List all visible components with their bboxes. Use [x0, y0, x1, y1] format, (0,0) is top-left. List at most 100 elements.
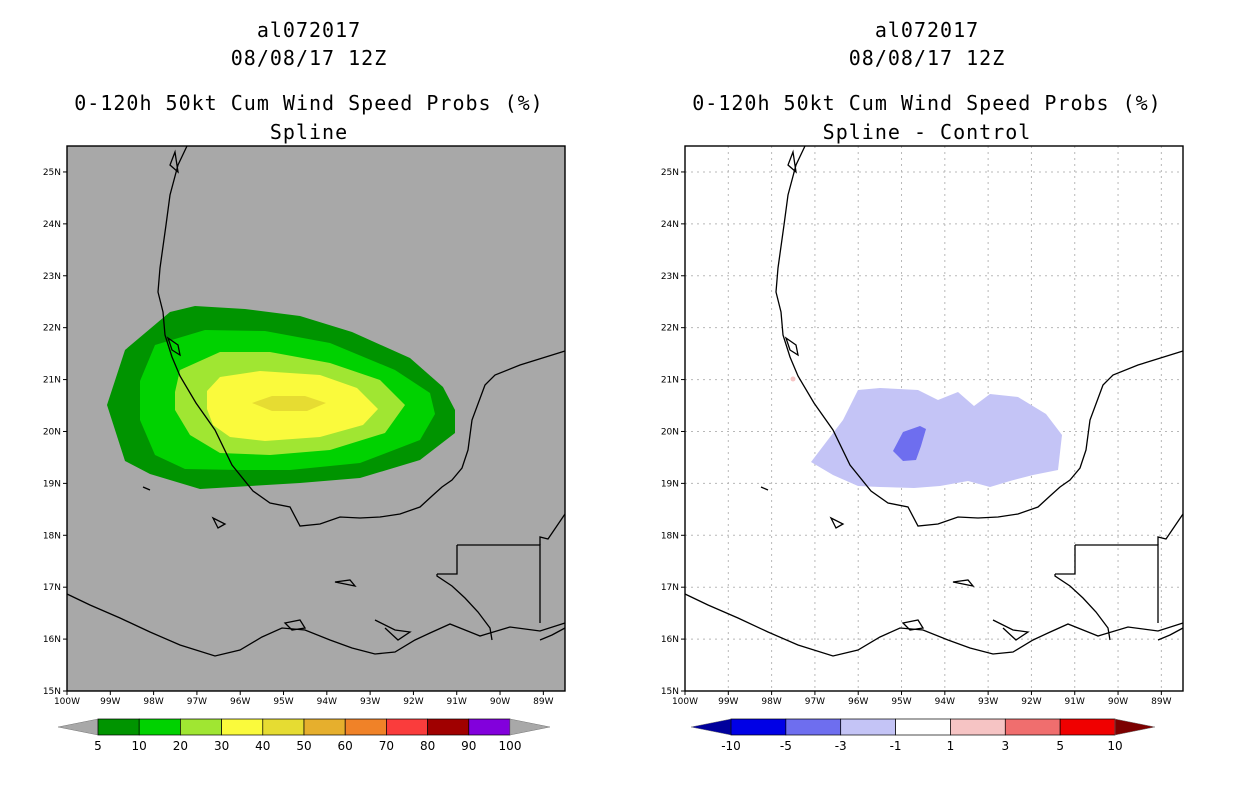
lon-tick-label: 99W — [100, 697, 120, 707]
colorbar-label: 50 — [296, 739, 311, 753]
lon-tick-label: 95W — [273, 697, 293, 707]
colorbar-segment — [180, 718, 222, 736]
colorbar-segment — [221, 718, 264, 736]
colorbar-segment — [785, 718, 842, 736]
lat-tick-label: 18N — [43, 531, 61, 541]
prob-contour-40 — [252, 396, 326, 411]
storm-id: al072017 — [256, 18, 362, 42]
datetime: 08/08/17 12Z — [230, 46, 388, 70]
lon-tick-label: 94W — [935, 697, 955, 707]
storm-id: al072017 — [874, 18, 980, 42]
lat-tick-label: 25N — [43, 168, 61, 178]
panel-spline: al072017 08/08/17 12Z 0-120h 50kt Cum Wi… — [43, 18, 566, 753]
diff-contour-minus-3 — [893, 426, 926, 461]
colorbar-label: 10 — [132, 739, 147, 753]
lat-tick-label: 16N — [43, 635, 61, 645]
colorbar-label: 10 — [1107, 739, 1122, 753]
lat-tick-label: 15N — [661, 687, 679, 697]
colorbar-segment — [344, 718, 387, 736]
colorbar-under-triangle — [57, 718, 99, 736]
colorbar-segment — [303, 718, 346, 736]
colorbar-label: 80 — [420, 739, 435, 753]
colorbar-under-triangle — [690, 718, 732, 736]
panel-subtitle: Spline - Control — [822, 120, 1032, 144]
colorbar-segment — [386, 718, 428, 736]
lon-tick-label: 97W — [805, 697, 825, 707]
product-title: 0-120h 50kt Cum Wind Speed Probs (%) — [692, 91, 1162, 115]
colorbar-segment — [840, 718, 896, 736]
colorbar-label: 100 — [499, 739, 522, 753]
colorbar-label: 60 — [338, 739, 353, 753]
colorbar-label: -1 — [890, 739, 902, 753]
lon-tick-label: 99W — [718, 697, 738, 707]
lat-tick-label: 16N — [661, 635, 679, 645]
colorbar-label: 20 — [173, 739, 188, 753]
colorbar-label: -3 — [835, 739, 847, 753]
coastline — [66, 145, 566, 657]
colorbar-segment — [468, 718, 511, 736]
colorbar-segment — [1004, 718, 1061, 736]
colorbar-over-triangle — [1114, 718, 1156, 736]
panel-subtitle: Spline — [269, 120, 349, 144]
lon-tick-label: 94W — [317, 697, 337, 707]
colorbar-label: 90 — [461, 739, 476, 753]
colorbar-label: 3 — [1001, 739, 1009, 753]
lon-tick-label: 96W — [230, 697, 250, 707]
lat-tick-label: 22N — [43, 324, 61, 334]
colorbar-segment — [730, 718, 787, 736]
colorbar-label: 5 — [1056, 739, 1064, 753]
datetime: 08/08/17 12Z — [848, 46, 1006, 70]
lon-tick-label: 98W — [761, 697, 781, 707]
map-frame — [684, 145, 1184, 692]
colorbar-label: 5 — [94, 739, 102, 753]
gridlines — [685, 146, 1183, 691]
lat-tick-label: 19N — [661, 479, 679, 489]
lon-tick-label: 93W — [360, 697, 380, 707]
lat-tick-label: 21N — [661, 376, 679, 386]
colorbar-label: 40 — [255, 739, 270, 753]
diff-spot-plus-1 — [790, 376, 796, 382]
lon-tick-label: 91W — [1065, 697, 1085, 707]
colorbar-segment — [950, 718, 1006, 736]
colorbar-segment — [1059, 718, 1116, 736]
panel-diff: al072017 08/08/17 12Z 0-120h 50kt Cum Wi… — [618, 0, 1236, 800]
colorbar-label: 70 — [379, 739, 394, 753]
lat-tick-label: 23N — [43, 272, 61, 282]
lon-tick-label: 92W — [1021, 697, 1041, 707]
lon-tick-label: 89W — [1151, 697, 1171, 707]
lon-tick-label: 89W — [533, 697, 553, 707]
lon-tick-label: 95W — [891, 697, 911, 707]
lon-tick-label: 91W — [447, 697, 467, 707]
lon-tick-label: 92W — [403, 697, 423, 707]
map-area — [66, 145, 566, 692]
product-title: 0-120h 50kt Cum Wind Speed Probs (%) — [74, 91, 544, 115]
colorbar-label: -10 — [721, 739, 741, 753]
colorbar: 5 10 20 30 40 50 60 70 80 90 100 — [57, 718, 551, 753]
lat-tick-label: 20N — [43, 427, 61, 437]
colorbar-label: 1 — [947, 739, 955, 753]
map-frame — [66, 145, 566, 692]
colorbar-segment — [427, 718, 470, 736]
lon-tick-label: 98W — [143, 697, 163, 707]
lon-tick-label: 90W — [490, 697, 510, 707]
colorbar: -10 -5 -3 -1 1 3 5 10 — [690, 718, 1156, 753]
lat-tick-label: 24N — [661, 220, 679, 230]
colorbar-over-triangle — [509, 718, 551, 736]
lat-tick-label: 17N — [43, 583, 61, 593]
lon-tick-label: 97W — [187, 697, 207, 707]
lat-tick-label: 21N — [43, 376, 61, 386]
colorbar-segment — [262, 718, 305, 736]
lat-tick-label: 20N — [661, 427, 679, 437]
lon-tick-label: 96W — [848, 697, 868, 707]
map-area — [684, 145, 1184, 692]
lat-tick-label: 18N — [661, 531, 679, 541]
lon-tick-label: 100W — [672, 697, 698, 707]
colorbar-segment — [97, 718, 140, 736]
lat-tick-label: 19N — [43, 479, 61, 489]
lat-tick-label: 15N — [43, 687, 61, 697]
lat-tick-label: 23N — [661, 272, 679, 282]
